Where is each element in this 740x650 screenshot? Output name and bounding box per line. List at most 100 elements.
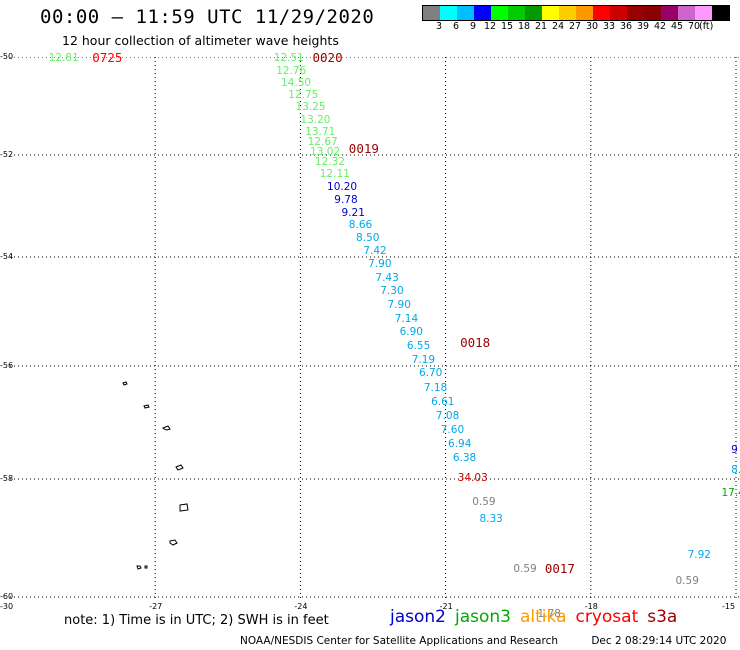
latitude-tick-label: -54 bbox=[0, 252, 14, 261]
wave-height-label: 7.43 bbox=[375, 271, 399, 284]
wave-height-label: 0.59 bbox=[675, 575, 699, 588]
map-canvas bbox=[10, 57, 740, 600]
color-swatch bbox=[525, 6, 542, 20]
wave-height-label: 9 bbox=[731, 443, 738, 456]
color-scale-label: 9 bbox=[470, 21, 477, 32]
island-shape bbox=[162, 425, 171, 431]
color-scale-label: 39 bbox=[637, 21, 650, 32]
wave-height-label: 12.11 bbox=[319, 168, 350, 181]
graticule bbox=[10, 57, 740, 600]
latitude-tick-label: -60 bbox=[0, 592, 14, 601]
longitude-tick-label: -18 bbox=[584, 602, 598, 611]
wave-height-label: 14.50 bbox=[281, 76, 312, 89]
color-scale-label: 70 bbox=[688, 21, 701, 32]
wave-height-label: 13.20 bbox=[300, 113, 331, 126]
latitude-tick-label: -56 bbox=[0, 361, 14, 370]
wave-height-label: 7.08 bbox=[435, 409, 460, 422]
footnote: note: 1) Time is in UTC; 2) SWH is in fe… bbox=[64, 613, 329, 628]
color-scale-label: 30 bbox=[586, 21, 599, 32]
color-scale-label: 3 bbox=[436, 21, 443, 32]
color-scale-label: 27 bbox=[569, 21, 582, 32]
wave-height-label: 13.02 bbox=[310, 145, 341, 158]
color-swatch bbox=[491, 6, 508, 20]
pass-time-label: 0019 bbox=[348, 141, 379, 157]
color-scale-bar bbox=[422, 5, 730, 21]
color-scale-label: 12 bbox=[484, 21, 497, 32]
wave-height-label: 8.50 bbox=[356, 232, 380, 245]
island-shape bbox=[179, 503, 189, 512]
credit-line: NOAA/NESDIS Center for Satellite Applica… bbox=[240, 635, 740, 647]
legend-entry-altika: altika bbox=[520, 607, 567, 627]
wave-height-label: 7.18 bbox=[423, 381, 448, 394]
latitude-tick-label: -50 bbox=[0, 52, 14, 61]
color-swatch bbox=[457, 6, 474, 20]
color-swatch bbox=[627, 6, 644, 20]
wave-height-label: 10.20 bbox=[327, 181, 358, 194]
latitude-tick-label: -52 bbox=[0, 150, 14, 159]
island-shape bbox=[136, 565, 142, 570]
wave-height-label: 6.38 bbox=[452, 452, 477, 465]
color-swatch bbox=[440, 6, 457, 20]
wave-height-label: 17.48 bbox=[721, 486, 740, 499]
wave-height-label: 13.71 bbox=[305, 125, 336, 138]
legend-entry-jason2: jason2 bbox=[390, 607, 446, 627]
map-subtitle: 12 hour collection of altimeter wave hei… bbox=[62, 33, 339, 48]
longitude-tick-label: -21 bbox=[439, 602, 453, 611]
map-title: 00:00 – 11:59 UTC 11/29/2020 bbox=[40, 6, 375, 28]
legend-entry-s3a: s3a bbox=[647, 607, 678, 627]
wave-height-label: 7.19 bbox=[411, 353, 436, 366]
color-swatch bbox=[423, 6, 440, 20]
color-scale-label: 6 bbox=[453, 21, 460, 32]
color-swatch bbox=[712, 6, 729, 20]
wave-height-label: 6.90 bbox=[399, 326, 423, 339]
island-shape bbox=[169, 539, 178, 546]
legend-entry-jason3: jason3 bbox=[455, 607, 511, 627]
wave-height-label: 34.03 bbox=[457, 472, 488, 484]
wave-height-label: 12.75 bbox=[288, 89, 319, 102]
color-swatch bbox=[576, 6, 593, 20]
color-swatch bbox=[508, 6, 525, 20]
wave-height-label: 0.59 bbox=[472, 495, 496, 508]
color-scale-label: 33 bbox=[603, 21, 616, 32]
wave-height-map[interactable]: -50 -52 -54 -56 -58 -60 -30 -27 -24 -21 -18 -15 12.8… bbox=[0, 52, 740, 619]
wave-height-label: 6.61 bbox=[431, 395, 455, 408]
longitude-tick-label: -15 bbox=[722, 602, 736, 611]
wave-height-label: 12.81 bbox=[48, 52, 79, 65]
island-shape bbox=[175, 464, 184, 471]
wave-height-label: 8.33 bbox=[479, 513, 503, 526]
island-shape bbox=[122, 381, 128, 386]
color-swatch bbox=[661, 6, 678, 20]
color-swatch bbox=[559, 6, 576, 20]
color-swatch bbox=[593, 6, 610, 20]
credit-timestamp: Dec 2 08:29:14 UTC 2020 bbox=[591, 635, 727, 647]
color-swatch bbox=[695, 6, 712, 20]
wave-height-label: 12.32 bbox=[314, 155, 345, 168]
pass-time-label: 0018 bbox=[460, 335, 491, 351]
wave-height-label: 9.21 bbox=[341, 206, 365, 219]
color-scale-label: 45 bbox=[671, 21, 684, 32]
wave-height-label: 1.78 bbox=[537, 607, 561, 620]
wave-height-label: 7.92 bbox=[687, 548, 711, 561]
longitude-tick-label: -30 bbox=[0, 602, 14, 611]
color-swatch bbox=[610, 6, 627, 20]
island-shape bbox=[144, 565, 148, 569]
pass-time-label: 0020 bbox=[312, 50, 343, 66]
island-outlines bbox=[122, 381, 189, 570]
longitude-tick-label: -24 bbox=[294, 602, 308, 611]
wave-height-label: 0.59 bbox=[513, 563, 537, 576]
latitude-tick-label: -58 bbox=[0, 474, 14, 483]
wave-height-label: 12.67 bbox=[307, 135, 338, 148]
wave-height-label: 7.90 bbox=[387, 299, 411, 312]
longitude-tick-label: -27 bbox=[149, 602, 163, 611]
island-shape bbox=[143, 404, 150, 409]
wave-height-label: 7.42 bbox=[363, 244, 387, 257]
wave-height-label: 8.2 bbox=[731, 463, 740, 476]
color-scale-label: 18 bbox=[518, 21, 531, 32]
wave-height-label: 7.30 bbox=[380, 285, 404, 298]
color-scale-label: 42 bbox=[654, 21, 667, 32]
wave-height-label: 8.66 bbox=[348, 219, 373, 232]
wave-height-label: 12.76 bbox=[276, 64, 307, 77]
wave-height-label: 6.55 bbox=[406, 339, 431, 352]
pass-time-label: 0017 bbox=[544, 561, 575, 577]
wave-height-label: 13.25 bbox=[295, 101, 326, 114]
